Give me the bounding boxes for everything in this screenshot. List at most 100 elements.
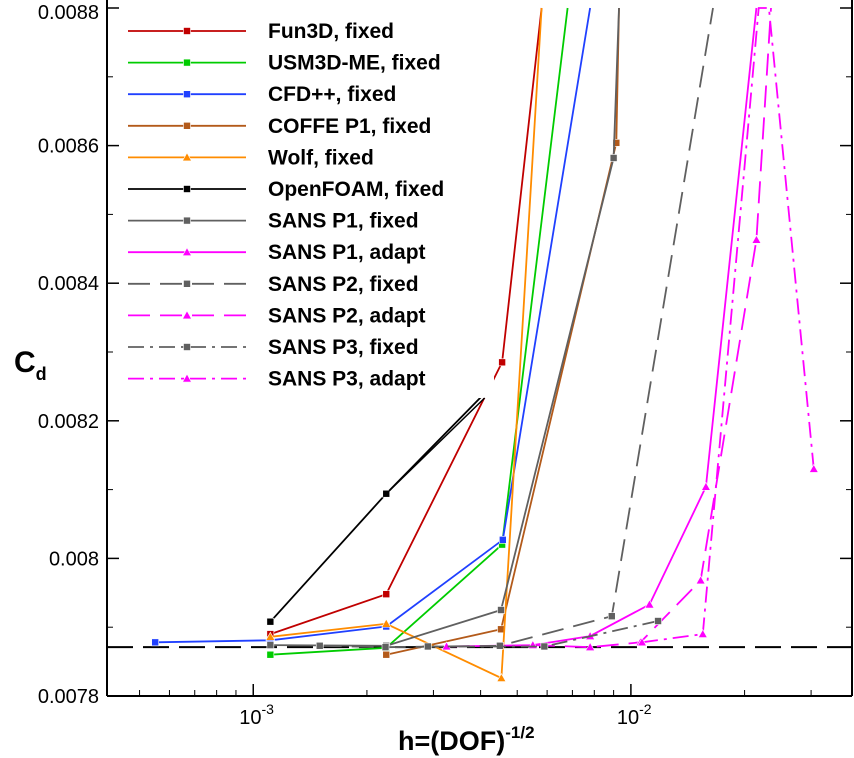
legend-item-coffe-p1-fixed: COFFE P1, fixed	[128, 115, 431, 138]
legend-marker	[181, 152, 193, 162]
data-point-sans-p2-fixed	[607, 612, 616, 620]
data-point-fun3d-fixed	[382, 590, 391, 598]
legend-marker	[183, 185, 191, 193]
data-point-cfd-fixed	[151, 638, 159, 647]
legend-marker	[183, 58, 191, 67]
legend-label: CFD++, fixed	[268, 83, 396, 106]
y-axis-title: Cd	[14, 346, 47, 384]
series-layer	[107, 7, 852, 682]
data-point-sans-p3-adapt	[697, 628, 708, 638]
legend-marker	[183, 216, 191, 225]
data-point-sans-p3-adapt	[808, 463, 819, 473]
x-tick-label-exponent: -3	[261, 701, 274, 717]
legend-label: OpenFOAM, fixed	[268, 178, 444, 201]
y-tick-label: 0.008	[49, 548, 99, 570]
legend-item-sans-p2-adapt: SANS P2, adapt	[128, 304, 426, 327]
data-point-sans-p2-fixed	[315, 641, 324, 650]
data-point-coffe-p1-fixed	[612, 139, 621, 147]
openfoam-leader-line	[385, 397, 486, 495]
legend-marker	[183, 27, 191, 35]
legend-item-sans-p3-adapt: SANS P3, adapt	[128, 368, 426, 391]
data-point-sans-p3-fixed	[424, 642, 432, 651]
data-point-coffe-p1-fixed	[382, 650, 391, 659]
legend-label: USM3D-ME, fixed	[268, 52, 441, 75]
legend-item-fun3d-fixed: Fun3D, fixed	[128, 20, 394, 43]
legend: Fun3D, fixed USM3D-ME, fixed CFD++, fixed C…	[122, 12, 494, 495]
x-axis-title-exponent: -1/2	[505, 723, 534, 742]
legend-label: SANS P2, adapt	[268, 304, 426, 327]
series-line-openfoam-fixed	[269, 392, 486, 623]
series-line-wolf-fixed	[270, 7, 543, 680]
data-point-cfd-fixed	[499, 536, 507, 544]
series-line-sans-p3-adapt	[641, 7, 815, 644]
y-axis-title-subscript: d	[36, 364, 47, 384]
legend-label: SANS P2, fixed	[268, 273, 419, 296]
data-point-sans-p1-adapt	[644, 599, 655, 609]
legend-label: Fun3D, fixed	[268, 20, 394, 43]
legend-marker	[183, 343, 191, 351]
data-point-wolf-fixed	[381, 618, 392, 628]
data-point-sans-p1-fixed	[497, 606, 505, 614]
data-point-openfoam-fixed	[266, 617, 275, 626]
series-sans-p3-fixed	[424, 617, 662, 651]
data-point-fun3d-fixed	[498, 358, 506, 367]
data-point-sans-p1-fixed	[266, 641, 275, 649]
legend-marker	[181, 373, 193, 383]
legend-item-wolf-fixed: Wolf, fixed	[128, 146, 374, 169]
series-openfoam-fixed	[266, 389, 489, 626]
series-line-coffe-p1-fixed	[386, 7, 620, 656]
legend-item-usm3d-me-fixed: USM3D-ME, fixed	[128, 52, 441, 75]
legend-item-cfd-fixed: CFD++, fixed	[128, 83, 396, 106]
data-point-sans-p1-fixed	[609, 154, 618, 162]
data-point-wolf-fixed	[496, 673, 507, 682]
x-tick-label: 10-2	[617, 701, 652, 729]
legend-label: SANS P3, adapt	[268, 368, 426, 391]
legend-item-sans-p1-adapt: SANS P1, adapt	[128, 241, 426, 264]
x-tick-label: 10-3	[239, 701, 274, 729]
x-tick-label-base: 10	[239, 707, 261, 729]
data-point-sans-p1-adapt	[700, 481, 711, 491]
legend-label: Wolf, fixed	[268, 146, 374, 169]
data-point-sans-p2-fixed	[381, 643, 390, 651]
series-sans-p2-adapt	[527, 7, 772, 651]
series-line-sans-p2-adapt	[532, 7, 772, 649]
x-axis-title: h=(DOF)-1/2	[398, 723, 535, 756]
series-line-fun3d-fixed	[270, 7, 543, 635]
y-tick-label: 0.0084	[38, 273, 99, 295]
data-point-sans-p2-adapt	[695, 575, 706, 585]
data-point-usm3d-me-fixed	[266, 650, 275, 659]
data-point-sans-p2-adapt	[751, 234, 762, 244]
legend-marker	[181, 247, 193, 256]
y-tick-label: 0.0078	[38, 686, 99, 708]
legend-label: SANS P3, fixed	[268, 336, 419, 359]
x-tick-label-base: 10	[617, 707, 639, 729]
legend-label: SANS P1, adapt	[268, 241, 426, 264]
x-tick-label-exponent: -2	[639, 701, 652, 717]
y-tick-label: 0.0082	[38, 411, 99, 433]
series-sans-p3-adapt	[636, 7, 819, 647]
series-wolf-fixed	[265, 7, 543, 682]
data-point-sans-p3-adapt	[636, 637, 648, 647]
data-point-sans-p3-fixed	[540, 642, 549, 651]
data-point-sans-p3-fixed	[654, 617, 662, 625]
legend-marker	[183, 90, 191, 98]
legend-label: SANS P1, fixed	[268, 210, 419, 233]
legend-item-sans-p2-fixed: SANS P2, fixed	[128, 273, 419, 296]
legend-item-sans-p3-fixed: SANS P3, fixed	[128, 336, 419, 359]
series-coffe-p1-fixed	[382, 7, 621, 659]
series-line-usm3d-me-fixed	[270, 7, 569, 656]
y-tick-label: 0.0086	[38, 136, 99, 158]
legend-background	[122, 12, 494, 398]
legend-item-openfoam-fixed: OpenFOAM, fixed	[128, 178, 444, 201]
legend-item-sans-p1-fixed: SANS P1, fixed	[128, 210, 419, 233]
data-point-sans-p2-adapt	[585, 642, 596, 651]
legend-marker	[181, 310, 193, 320]
series-line-sans-p1-adapt	[446, 7, 758, 648]
legend-label: COFFE P1, fixed	[268, 115, 431, 138]
legend-marker	[183, 122, 191, 130]
data-point-wolf-fixed	[265, 631, 276, 641]
legend-marker	[183, 279, 191, 288]
y-tick-label: 0.0088	[38, 2, 99, 24]
